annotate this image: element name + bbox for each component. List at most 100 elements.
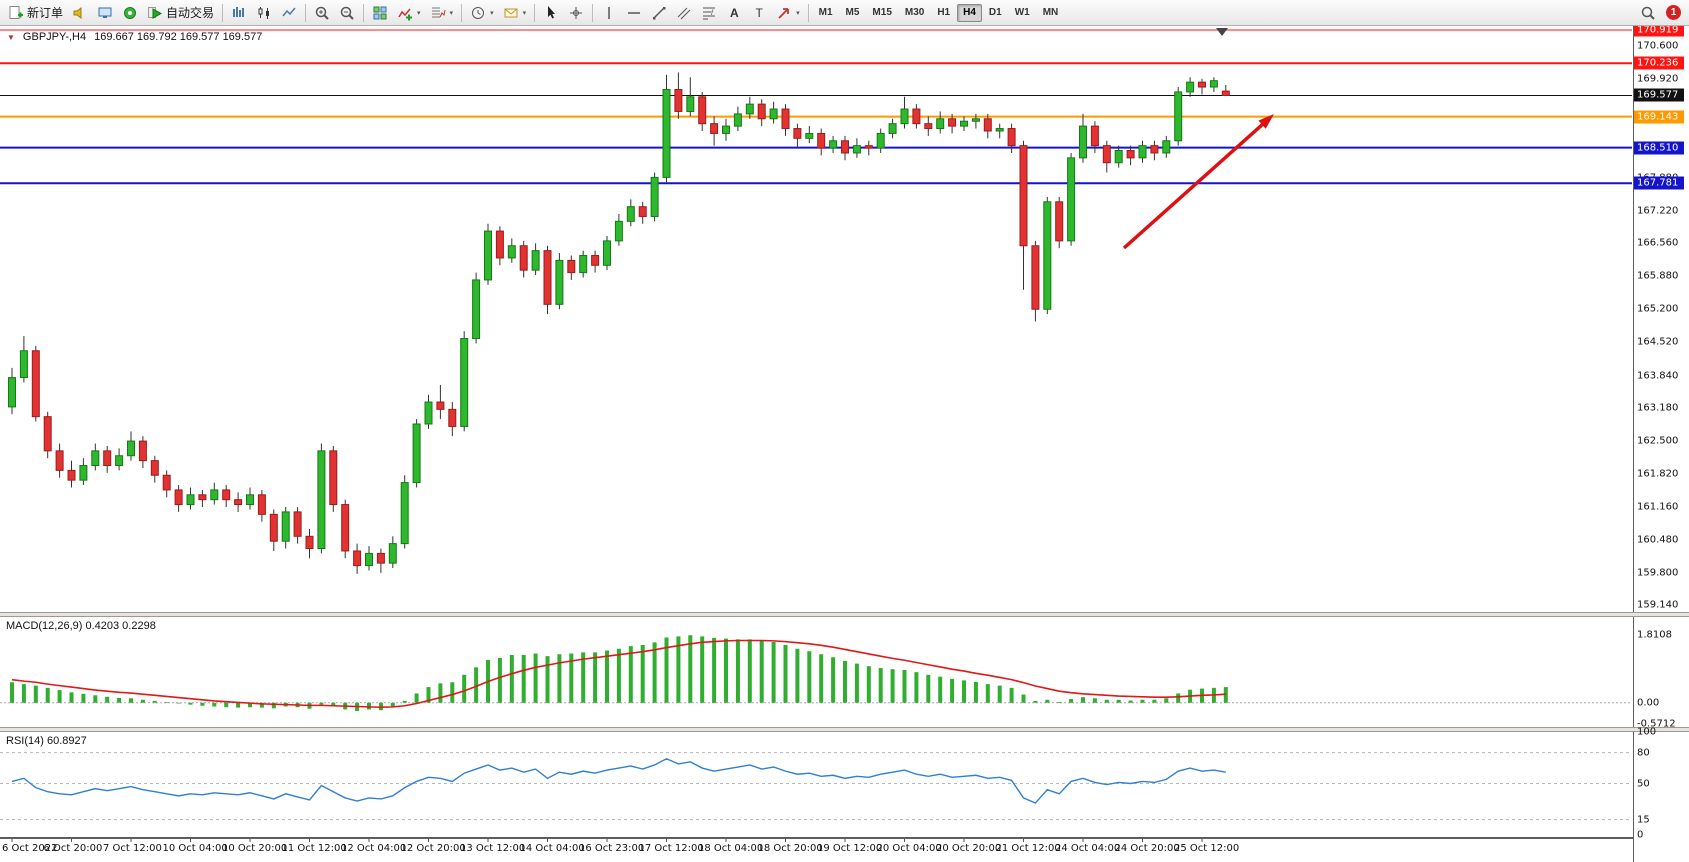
monitor-icon xyxy=(98,7,112,18)
rsi-indicator-label: RSI(14) 60.8927 xyxy=(6,735,87,747)
candlestick-series[interactable] xyxy=(8,72,1230,574)
time-axis-label: 14 Oct 04:00 xyxy=(519,843,585,854)
price-line-label-orange: 169.143 xyxy=(1634,110,1684,124)
new-order-button[interactable]: 新订单 xyxy=(4,1,67,25)
chart-dropdown-icon[interactable]: ▼ xyxy=(7,32,15,42)
vertical-line-button[interactable] xyxy=(597,1,621,25)
cursor-button[interactable] xyxy=(539,1,563,25)
line-chart-button[interactable] xyxy=(277,1,301,25)
time-axis-label: 16 Oct 23:00 xyxy=(579,843,645,854)
vline-icon xyxy=(608,6,610,19)
fibo-icon: f xyxy=(703,7,716,19)
notification-badge[interactable]: 1 xyxy=(1666,5,1681,20)
timeframe-button-m30[interactable]: M30 xyxy=(904,6,925,18)
timeframe-button-h4[interactable]: H4 xyxy=(957,3,982,22)
label-icon: T xyxy=(756,6,764,20)
price-axis-label: 166.560 xyxy=(1637,237,1679,249)
crosshair-icon xyxy=(570,6,583,19)
time-axis-label: 25 Oct 12:00 xyxy=(1174,843,1240,854)
chart-title: ▼ GBPJPY-,H4 169.667 169.792 169.577 169… xyxy=(7,31,262,43)
time-axis-label: 13 Oct 12:00 xyxy=(460,843,526,854)
indicators-list-button[interactable]: ▾ xyxy=(426,1,458,25)
price-axis-label: 167.220 xyxy=(1637,205,1679,217)
timeframe-button-h1[interactable]: H1 xyxy=(937,6,951,18)
zoom-out-icon xyxy=(340,6,354,20)
channel-icon xyxy=(677,7,691,19)
trend-arrow-annotation[interactable] xyxy=(1122,114,1274,250)
new-order-icon xyxy=(9,5,23,19)
bar-chart-button[interactable] xyxy=(227,1,251,25)
price-axis-label: 163.180 xyxy=(1637,402,1679,414)
arrow-tool-icon xyxy=(778,7,789,19)
svg-text:f: f xyxy=(711,10,714,17)
text-button[interactable]: A xyxy=(722,1,746,25)
autotrading-button-label: 自动交易 xyxy=(166,6,215,20)
search-button[interactable] xyxy=(1636,1,1660,25)
price-axis[interactable] xyxy=(1633,26,1689,862)
candlestick-chart-button[interactable] xyxy=(252,1,276,25)
macd-axis-label: 1.8108 xyxy=(1637,629,1672,641)
chart-shift-marker[interactable] xyxy=(1216,28,1228,36)
text-label-button[interactable]: T xyxy=(747,1,771,25)
rsi-axis-label: 15 xyxy=(1637,814,1650,826)
toolbar-separator xyxy=(534,3,536,22)
trendline-icon xyxy=(653,6,666,19)
price-axis-label: 160.480 xyxy=(1637,534,1679,546)
timeframe-button-m15[interactable]: M15 xyxy=(872,6,892,18)
rsi-axis-label: 80 xyxy=(1637,747,1650,759)
timeframe-button-m5[interactable]: M5 xyxy=(845,6,860,18)
community-button[interactable] xyxy=(118,1,142,25)
panel-splitter[interactable] xyxy=(0,612,1689,617)
equidistant-channel-button[interactable] xyxy=(672,1,696,25)
price-line-label-red: 170.236 xyxy=(1634,56,1684,70)
toolbar-separator xyxy=(807,3,809,22)
templates-button[interactable]: ▾ xyxy=(499,1,531,25)
rsi-axis-label: 100 xyxy=(1637,726,1657,738)
timeframe-button-m1[interactable]: M1 xyxy=(818,6,833,18)
price-axis-label: 170.600 xyxy=(1637,40,1679,52)
zoom-in-icon xyxy=(315,6,329,20)
price-axis-label: 161.160 xyxy=(1637,501,1679,513)
horizontal-line-objects[interactable] xyxy=(0,29,1632,185)
zoom-in-button[interactable] xyxy=(310,1,334,25)
timeframe-button-d1[interactable]: D1 xyxy=(988,6,1002,18)
arrows-button[interactable]: ▾ xyxy=(772,1,804,25)
indicators-button[interactable]: ▾ xyxy=(393,1,425,25)
toolbar-separator xyxy=(305,3,307,22)
zoom-out-button[interactable] xyxy=(335,1,359,25)
sound-alerts-button[interactable] xyxy=(68,1,92,25)
time-axis[interactable] xyxy=(0,837,1633,862)
price-axis-label: 163.840 xyxy=(1637,370,1679,382)
time-axis-label: 20 Oct 20:00 xyxy=(936,843,1002,854)
chevron-down-icon: ▾ xyxy=(449,9,454,17)
time-axis-label: 18 Oct 04:00 xyxy=(698,843,764,854)
toolbar-separator xyxy=(461,3,463,22)
time-axis-label: 10 Oct 20:00 xyxy=(222,843,288,854)
macd-signal-line xyxy=(11,639,1226,709)
chevron-down-icon: ▾ xyxy=(490,9,494,17)
chevron-down-icon: ▾ xyxy=(796,9,800,17)
chart-ohlc-values: 169.667 169.792 169.577 169.577 xyxy=(94,31,263,43)
crosshair-button[interactable] xyxy=(564,1,588,25)
period-button[interactable]: ▾ xyxy=(466,1,498,25)
timeframe-button-w1[interactable]: W1 xyxy=(1014,6,1030,18)
autotrading-button[interactable]: 自动交易 xyxy=(143,1,218,25)
chart-symbol-period: GBPJPY-,H4 xyxy=(22,31,87,43)
macd-panel[interactable] xyxy=(0,617,1633,727)
price-line-label-red: 170.919 xyxy=(1634,23,1684,37)
time-axis-label: 19 Oct 12:00 xyxy=(817,843,883,854)
panel-splitter[interactable] xyxy=(0,727,1689,732)
toolbar-separator xyxy=(222,3,224,22)
play-icon xyxy=(148,6,163,19)
market-watch-button[interactable] xyxy=(93,1,117,25)
svg-text:A: A xyxy=(730,6,739,20)
horizontal-line-button[interactable] xyxy=(622,1,646,25)
tile-windows-button[interactable] xyxy=(368,1,392,25)
indicator-list-icon xyxy=(431,7,446,17)
fibonacci-button[interactable]: f xyxy=(697,1,721,25)
speaker-icon xyxy=(73,6,82,19)
trendline-button[interactable] xyxy=(647,1,671,25)
timeframe-button-mn[interactable]: MN xyxy=(1042,6,1059,18)
